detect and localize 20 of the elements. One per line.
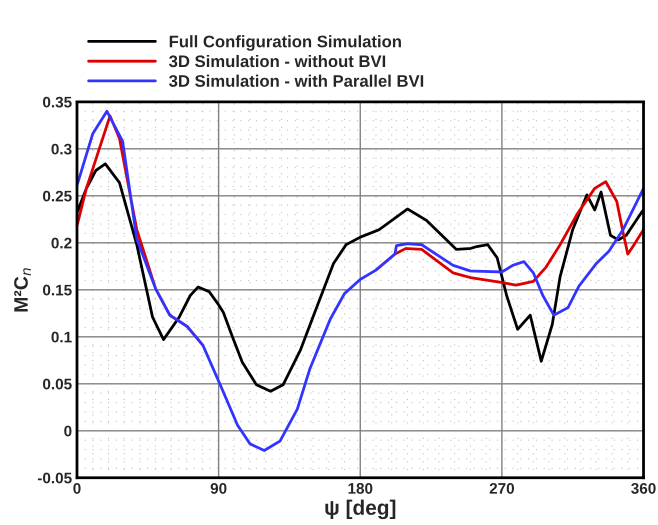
line-series <box>76 110 644 452</box>
y-tick-label: 0.35 <box>42 96 72 108</box>
x-tick-label: 270 <box>490 483 514 494</box>
legend-label: 3D Simulation - with Parallel BVI <box>169 74 424 87</box>
x-tick-label: 0 <box>73 483 81 494</box>
y-tick-label: 0.05 <box>42 378 72 390</box>
y-tick-label: 0.3 <box>51 144 72 155</box>
legend-label: 3D Simulation - without BVI <box>169 54 386 68</box>
x-tick-label: 90 <box>210 483 226 494</box>
y-tick-label: -0.05 <box>38 472 72 484</box>
x-tick-label: 180 <box>348 483 372 494</box>
y-tick-label: 0.25 <box>42 190 72 202</box>
x-tick-label: 360 <box>631 483 656 494</box>
y-tick-label: 0.1 <box>51 332 72 342</box>
y-tick-label: 0 <box>64 426 72 436</box>
legend-label: Full Configuration Simulation <box>170 35 401 51</box>
y-axis-title: M²C$_{n}$ <box>14 268 31 312</box>
y-tick-label: 0.2 <box>51 238 72 248</box>
x-axis-title: ψ [deg] <box>325 500 396 520</box>
y-tick-label: 0.15 <box>42 284 72 296</box>
